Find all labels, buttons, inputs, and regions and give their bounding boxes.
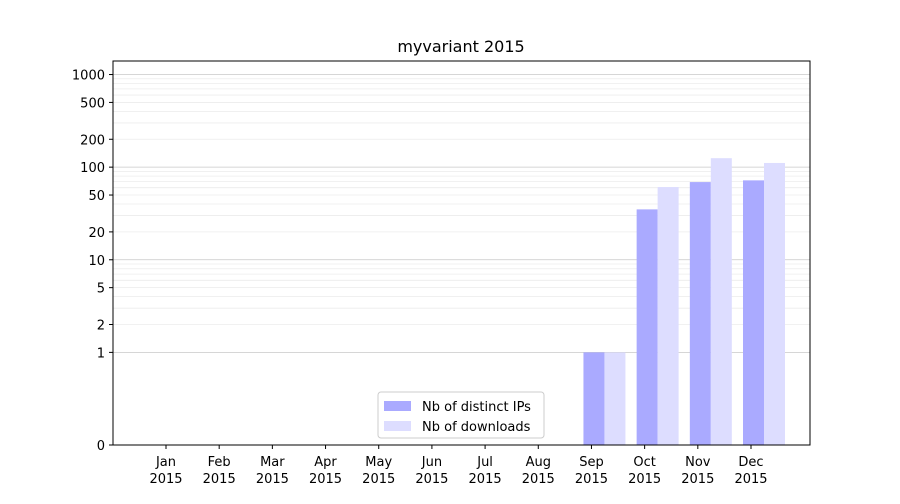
x-tick-label: 2015: [575, 472, 608, 487]
y-tick-label: 500: [80, 96, 105, 111]
y-axis: 0 1 2 5 10 20 50 100 200 500 1000: [72, 69, 113, 454]
x-tick-label: Mar: [260, 455, 285, 470]
x-tick-label: Dec: [738, 455, 763, 470]
x-tick-label: Jan: [155, 455, 176, 470]
x-tick-label: 2015: [469, 472, 502, 487]
legend: Nb of distinct IPs Nb of downloads: [377, 391, 545, 439]
bar-distinct-ips: [636, 209, 658, 445]
y-tick-label: 0: [97, 439, 105, 454]
x-tick-label: 2015: [681, 472, 714, 487]
bar-distinct-ips: [689, 182, 711, 446]
chart-title: myvariant 2015: [397, 37, 524, 56]
x-axis: Jan 2015 Feb 2015 Mar 2015 Apr 2015 May 2015 Jun 20…: [149, 445, 768, 487]
legend-label-distinct-ips: Nb of distinct IPs: [422, 400, 531, 415]
x-tick-label: Jun: [421, 455, 442, 470]
x-tick-label: Apr: [314, 455, 337, 470]
x-tick-label: Aug: [526, 455, 551, 470]
legend-swatch-distinct-ips: [384, 401, 411, 411]
x-tick-label: 2015: [256, 472, 289, 487]
x-tick-label: Nov: [685, 455, 711, 470]
grid: [113, 74, 810, 353]
x-tick-label: May: [365, 455, 392, 470]
y-tick-label: 1: [97, 346, 105, 361]
x-tick-label: 2015: [522, 472, 555, 487]
legend-swatch-downloads: [384, 421, 411, 431]
bar-downloads: [710, 158, 732, 446]
y-tick-label: 20: [88, 226, 105, 241]
bar-downloads: [604, 352, 626, 445]
x-tick-label: 2015: [309, 472, 342, 487]
y-tick-label: 100: [80, 161, 105, 176]
y-tick-label: 1000: [72, 69, 105, 84]
x-tick-label: Sep: [579, 455, 604, 470]
y-tick-label: 50: [88, 189, 105, 204]
x-tick-label: 2015: [734, 472, 767, 487]
x-tick-label: 2015: [203, 472, 236, 487]
legend-label-downloads: Nb of downloads: [422, 420, 531, 435]
x-tick-label: 2015: [628, 472, 661, 487]
x-tick-label: Oct: [633, 455, 655, 470]
bar-downloads: [764, 162, 785, 445]
x-tick-label: 2015: [362, 472, 395, 487]
y-tick-label: 2: [97, 319, 105, 334]
bar-distinct-ips: [583, 352, 605, 445]
y-tick-label: 10: [88, 254, 105, 269]
x-tick-label: Feb: [208, 455, 231, 470]
x-tick-label: 2015: [149, 472, 182, 487]
x-tick-label: Jul: [476, 455, 493, 470]
y-tick-label: 5: [97, 282, 105, 297]
legend-box: [377, 391, 545, 439]
bars: [583, 158, 785, 446]
plot-frame: [112, 60, 811, 446]
y-tick-label: 200: [80, 133, 105, 148]
x-tick-label: 2015: [415, 472, 448, 487]
bar-downloads: [657, 187, 679, 445]
bar-distinct-ips: [743, 180, 764, 445]
